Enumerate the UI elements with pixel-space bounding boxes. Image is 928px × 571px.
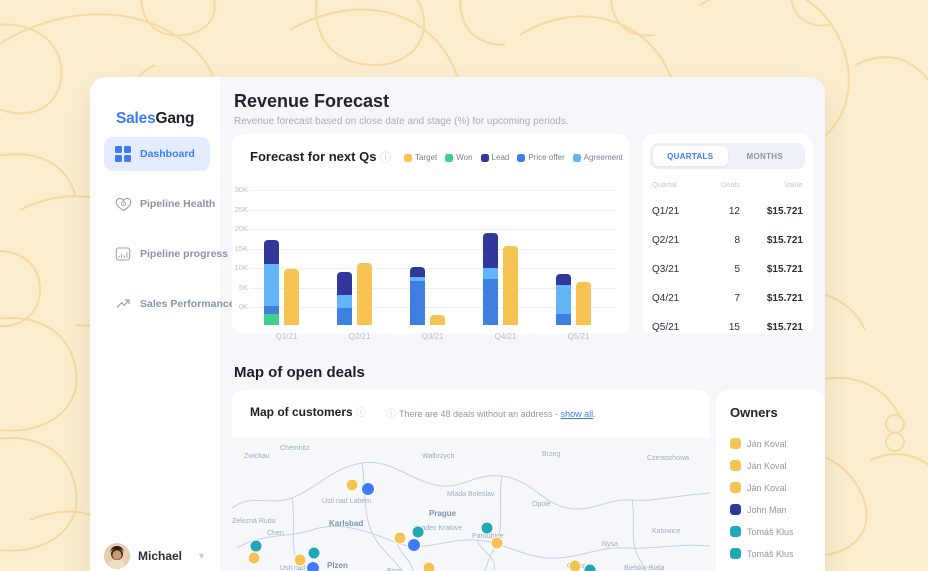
svg-text:Chemnitz: Chemnitz (280, 445, 310, 452)
svg-text:Usti nad Labem: Usti nad Labem (322, 498, 371, 505)
svg-text:Chen: Chen (267, 530, 284, 537)
svg-text:Brzeg: Brzeg (542, 451, 560, 458)
svg-text:Bielsko-Biala: Bielsko-Biala (624, 565, 665, 571)
svg-text:Czestochowa: Czestochowa (647, 455, 689, 462)
svg-text:Opole: Opole (532, 501, 551, 508)
svg-text:Plzen: Plzen (327, 561, 348, 570)
svg-text:Karlsbad: Karlsbad (329, 519, 363, 528)
svg-text:Mlada Boleslav: Mlada Boleslav (447, 491, 495, 498)
svg-text:Zwickau: Zwickau (244, 453, 270, 460)
svg-text:Walbrzych: Walbrzych (422, 453, 455, 460)
svg-text:Prague: Prague (429, 509, 457, 518)
svg-text:Nysa: Nysa (602, 541, 618, 548)
svg-text:Katowice: Katowice (652, 528, 681, 535)
svg-text:Zeleznä Ruda: Zeleznä Ruda (232, 518, 276, 525)
